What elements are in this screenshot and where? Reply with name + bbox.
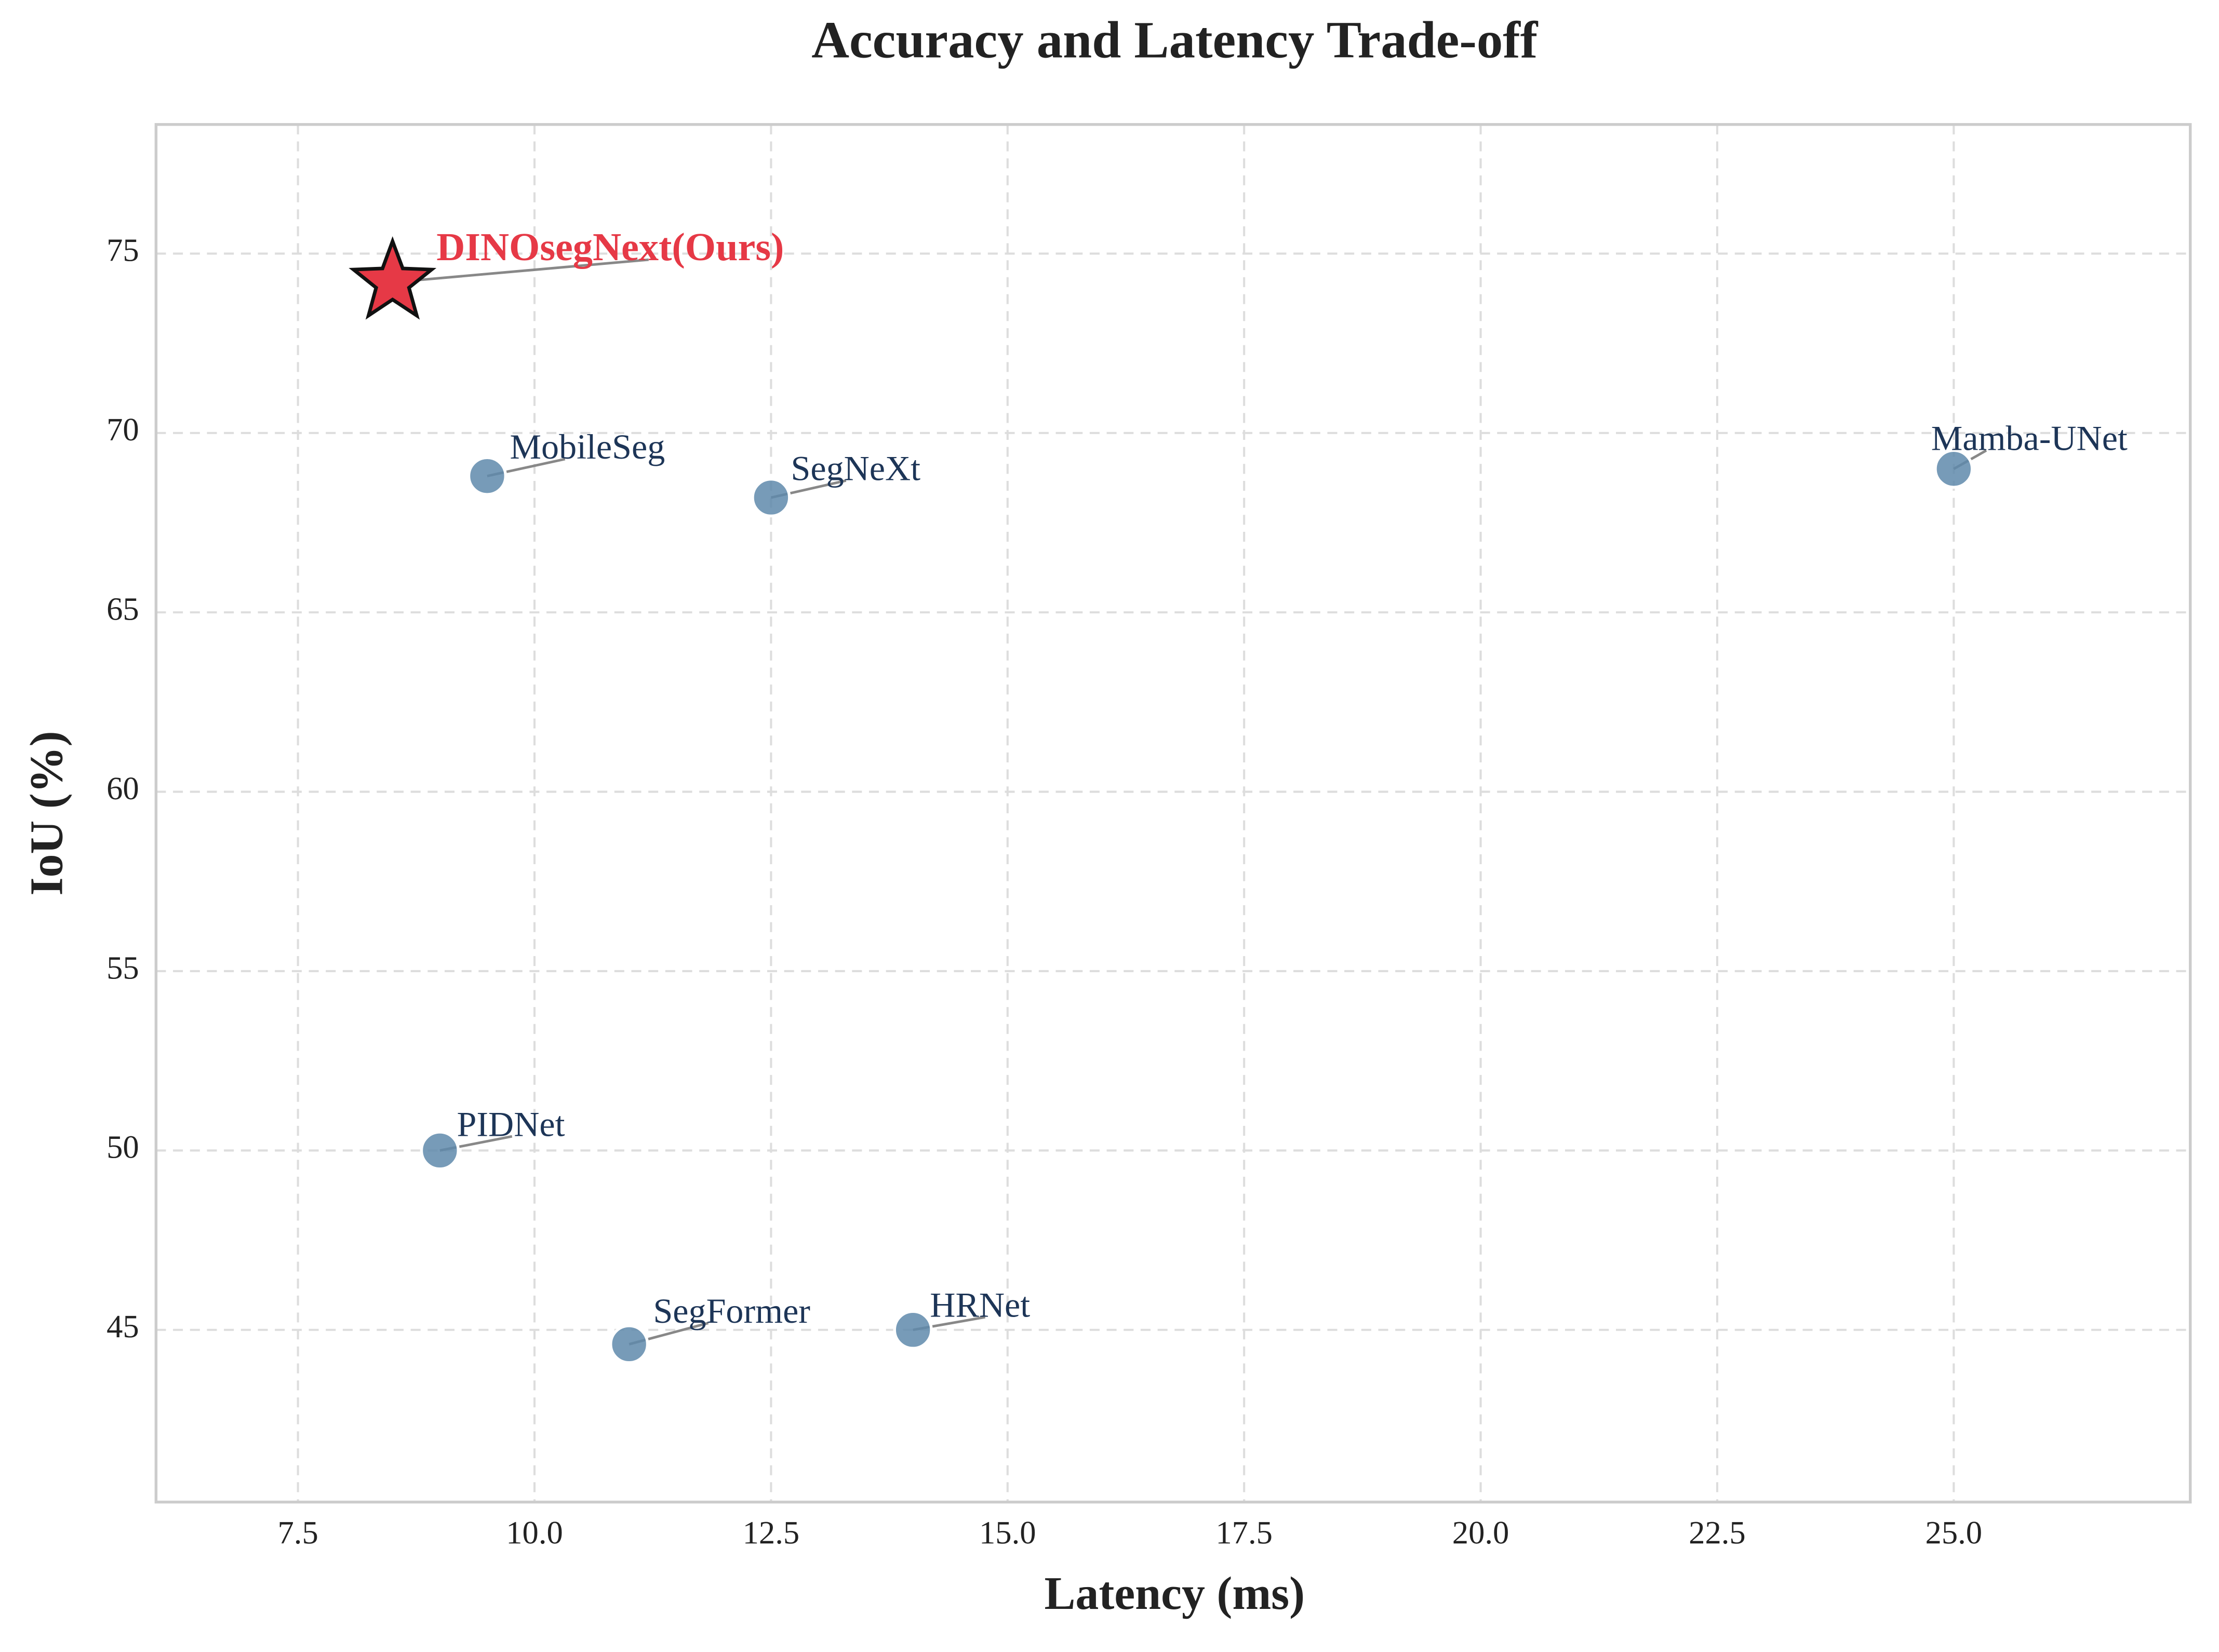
x-tick-label: 17.5 xyxy=(1215,1514,1273,1551)
x-tick-label: 15.0 xyxy=(979,1514,1036,1551)
y-axis-label: IoU (%) xyxy=(21,731,72,896)
point-label: MobileSeg xyxy=(510,427,665,466)
x-tick-label: 12.5 xyxy=(743,1514,800,1551)
point-marker xyxy=(349,236,437,320)
point-label: PIDNet xyxy=(457,1104,565,1144)
point-label: HRNet xyxy=(930,1285,1030,1325)
point-label: DINOsegNext(Ours) xyxy=(436,225,784,269)
x-tick-label: 25.0 xyxy=(1926,1514,1983,1551)
y-tick-label: 70 xyxy=(106,411,139,448)
annotation-connector xyxy=(392,258,649,284)
chart-title: Accuracy and Latency Trade-off xyxy=(811,10,1539,69)
point-marker xyxy=(893,1310,933,1350)
point-marker xyxy=(1934,449,1974,489)
y-tick-label: 45 xyxy=(106,1308,139,1345)
point-marker xyxy=(609,1324,649,1364)
x-tick-label: 7.5 xyxy=(277,1514,318,1551)
point-marker xyxy=(420,1131,460,1171)
point-marker xyxy=(467,456,507,496)
y-tick-label: 75 xyxy=(106,232,139,268)
x-tick-label: 20.0 xyxy=(1452,1514,1509,1551)
x-axis-label: Latency (ms) xyxy=(1044,1568,1305,1619)
x-tick-label: 22.5 xyxy=(1689,1514,1746,1551)
y-tick-label: 50 xyxy=(106,1129,139,1165)
y-tick-label: 55 xyxy=(106,949,139,986)
y-tick-label: 65 xyxy=(106,591,139,627)
point-label: SegFormer xyxy=(653,1291,810,1331)
plot-frame xyxy=(154,123,2192,1504)
y-tick-label: 60 xyxy=(106,770,139,807)
point-marker xyxy=(751,477,791,518)
point-label: Mamba-UNet xyxy=(1931,419,2128,458)
point-label: SegNeXt xyxy=(791,449,921,488)
x-tick-label: 10.0 xyxy=(506,1514,563,1551)
